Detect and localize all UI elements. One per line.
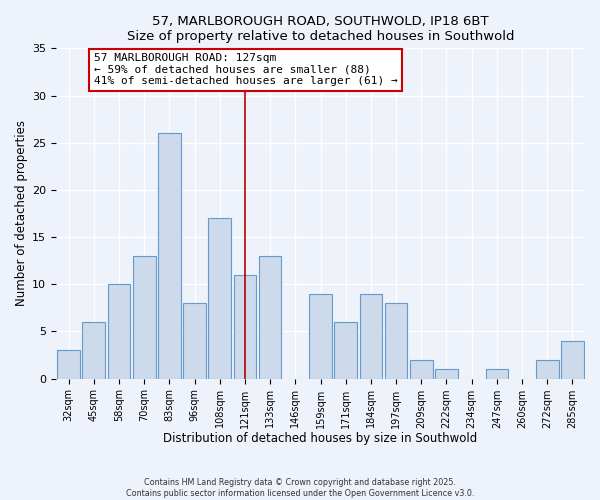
Bar [208, 218, 231, 378]
Bar [133, 256, 155, 378]
X-axis label: Distribution of detached houses by size in Southwold: Distribution of detached houses by size … [163, 432, 478, 445]
Bar [536, 360, 559, 378]
Bar [233, 275, 256, 378]
Title: 57, MARLBOROUGH ROAD, SOUTHWOLD, IP18 6BT
Size of property relative to detached : 57, MARLBOROUGH ROAD, SOUTHWOLD, IP18 6B… [127, 15, 514, 43]
Text: Contains HM Land Registry data © Crown copyright and database right 2025.
Contai: Contains HM Land Registry data © Crown c… [126, 478, 474, 498]
Text: 57 MARLBOROUGH ROAD: 127sqm
← 59% of detached houses are smaller (88)
41% of sem: 57 MARLBOROUGH ROAD: 127sqm ← 59% of det… [94, 53, 398, 86]
Bar [259, 256, 281, 378]
Bar [309, 294, 332, 378]
Bar [334, 322, 357, 378]
Bar [485, 369, 508, 378]
Bar [561, 341, 584, 378]
Bar [107, 284, 130, 378]
Bar [82, 322, 105, 378]
Bar [385, 303, 407, 378]
Bar [57, 350, 80, 378]
Bar [158, 134, 181, 378]
Bar [359, 294, 382, 378]
Y-axis label: Number of detached properties: Number of detached properties [15, 120, 28, 306]
Bar [435, 369, 458, 378]
Bar [183, 303, 206, 378]
Bar [410, 360, 433, 378]
